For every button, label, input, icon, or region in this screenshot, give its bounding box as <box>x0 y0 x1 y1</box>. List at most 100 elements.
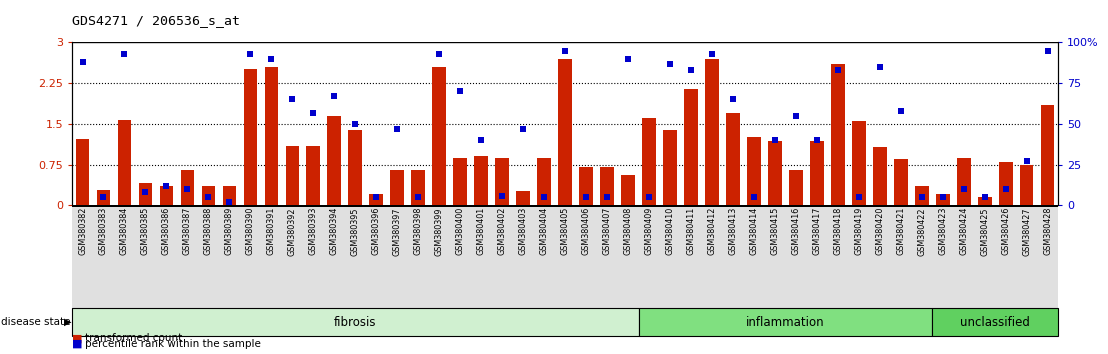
Point <box>955 186 973 192</box>
Bar <box>96 190 111 205</box>
Text: unclassified: unclassified <box>961 316 1030 329</box>
Text: GSM380382: GSM380382 <box>78 207 88 256</box>
Text: GSM380408: GSM380408 <box>624 207 633 255</box>
Bar <box>558 59 572 205</box>
Text: GSM380416: GSM380416 <box>791 207 800 255</box>
Text: ▶: ▶ <box>64 317 72 327</box>
Point <box>913 194 931 200</box>
Bar <box>831 64 844 205</box>
Bar <box>915 186 929 205</box>
Point <box>178 186 196 192</box>
Text: GSM380417: GSM380417 <box>812 207 821 256</box>
Text: GSM380413: GSM380413 <box>728 207 738 255</box>
Text: GSM380390: GSM380390 <box>246 207 255 256</box>
Point <box>892 108 910 114</box>
Text: GSM380414: GSM380414 <box>749 207 758 255</box>
Text: GSM380415: GSM380415 <box>770 207 779 256</box>
Point <box>556 48 574 53</box>
Bar <box>747 137 761 205</box>
Text: GSM380401: GSM380401 <box>476 207 485 255</box>
Point <box>745 194 762 200</box>
Point <box>305 110 322 115</box>
Point <box>724 97 741 102</box>
Text: GSM380424: GSM380424 <box>960 207 968 256</box>
Bar <box>348 130 362 205</box>
Bar <box>117 120 131 205</box>
Text: ■: ■ <box>72 333 82 343</box>
Point <box>347 121 365 127</box>
Point <box>661 61 679 67</box>
Text: GSM380394: GSM380394 <box>330 207 339 256</box>
Bar <box>411 170 425 205</box>
Point <box>199 194 217 200</box>
Text: GDS4271 / 206536_s_at: GDS4271 / 206536_s_at <box>72 14 240 27</box>
Point <box>766 137 783 143</box>
Bar <box>453 158 466 205</box>
Point <box>997 186 1015 192</box>
Text: percentile rank within the sample: percentile rank within the sample <box>85 339 261 349</box>
Text: GSM380411: GSM380411 <box>687 207 696 255</box>
Text: inflammation: inflammation <box>746 316 824 329</box>
Text: GSM380421: GSM380421 <box>896 207 905 256</box>
Bar <box>810 141 823 205</box>
Text: GSM380388: GSM380388 <box>204 207 213 255</box>
Bar <box>643 119 656 205</box>
Bar <box>579 167 593 205</box>
Text: GSM380384: GSM380384 <box>120 207 129 255</box>
Bar <box>1019 165 1034 205</box>
Bar <box>307 145 320 205</box>
Point <box>94 194 112 200</box>
Point <box>976 194 994 200</box>
Bar <box>138 183 152 205</box>
Bar <box>432 67 447 205</box>
Bar <box>936 194 950 205</box>
Point <box>430 51 448 57</box>
Bar <box>516 191 530 205</box>
Point <box>787 113 804 119</box>
Bar <box>684 88 698 205</box>
Point <box>871 64 889 70</box>
Point <box>472 137 490 143</box>
Text: GSM380397: GSM380397 <box>392 207 402 256</box>
Text: GSM380392: GSM380392 <box>288 207 297 256</box>
Text: GSM380398: GSM380398 <box>413 207 423 256</box>
Text: GSM380426: GSM380426 <box>1002 207 1010 256</box>
Bar <box>328 116 341 205</box>
Point <box>598 194 616 200</box>
Bar <box>474 156 488 205</box>
Bar <box>286 145 299 205</box>
Point <box>829 67 847 73</box>
Bar <box>265 67 278 205</box>
Bar <box>390 170 404 205</box>
Text: GSM380412: GSM380412 <box>707 207 717 256</box>
Text: GSM380406: GSM380406 <box>582 207 591 255</box>
Bar <box>894 159 907 205</box>
Text: GSM380405: GSM380405 <box>561 207 570 256</box>
Text: disease state: disease state <box>1 317 71 327</box>
Text: GSM380410: GSM380410 <box>666 207 675 255</box>
Point <box>808 137 825 143</box>
Bar <box>622 176 635 205</box>
Text: GSM380423: GSM380423 <box>938 207 947 256</box>
Point <box>683 67 700 73</box>
Point <box>640 194 658 200</box>
Text: GSM380400: GSM380400 <box>455 207 464 255</box>
Point <box>136 189 154 195</box>
Bar <box>873 147 886 205</box>
Bar <box>160 186 173 205</box>
Text: GSM380419: GSM380419 <box>854 207 863 256</box>
Bar <box>957 158 971 205</box>
Bar <box>495 158 509 205</box>
Point <box>704 51 721 57</box>
Point <box>115 51 133 57</box>
Text: GSM380427: GSM380427 <box>1023 207 1032 256</box>
Text: GSM380425: GSM380425 <box>981 207 989 256</box>
Bar <box>202 186 215 205</box>
Text: fibrosis: fibrosis <box>334 316 377 329</box>
Text: GSM380403: GSM380403 <box>519 207 527 255</box>
Text: GSM380391: GSM380391 <box>267 207 276 256</box>
Bar <box>978 197 992 205</box>
Point <box>326 93 343 99</box>
Text: GSM380396: GSM380396 <box>372 207 381 256</box>
Bar <box>181 170 194 205</box>
